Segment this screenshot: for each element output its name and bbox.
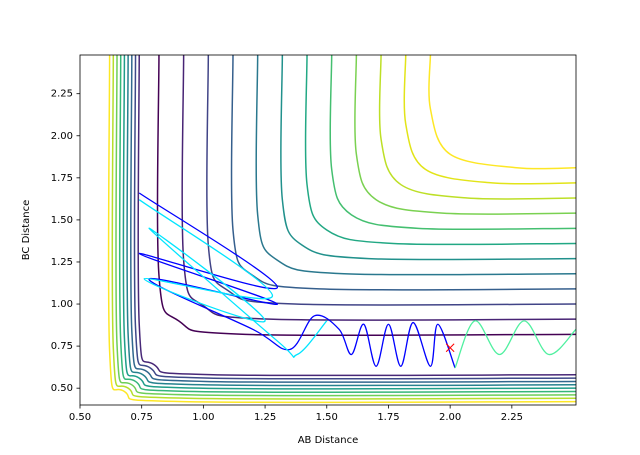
contour-line [304,55,576,246]
contour-line [354,55,576,215]
contour-line [280,55,576,261]
contour-line [255,55,576,276]
marker-cross [445,343,455,353]
x-tick-label: 2.00 [439,412,461,423]
y-tick-label: 1.00 [51,299,73,310]
x-tick-label: 1.50 [316,412,338,423]
y-tick-label: 1.75 [51,173,73,184]
contour-line [107,55,576,404]
contour-line [230,55,576,291]
y-tick-label: 1.50 [51,215,73,226]
contour-line [329,55,576,231]
contour-line [115,55,576,397]
contour-line [181,55,576,321]
contour-line [118,55,576,394]
axes-frame [79,54,577,406]
contour-line [129,55,576,383]
plot-area [107,55,576,404]
contour-line [206,55,576,306]
contour-line [428,55,576,170]
y-tick-label: 2.25 [51,89,73,100]
y-tick-label: 2.00 [51,131,73,142]
contour-line [403,55,576,185]
contour-line [126,55,576,387]
x-tick-label: 2.25 [501,412,523,423]
x-tick-label: 0.75 [131,412,153,423]
y-tick-label: 0.75 [51,341,73,352]
contour-line [133,55,576,380]
trajectory [454,320,576,369]
x-axis-label: AB Distance [298,435,359,446]
y-tick-label: 1.25 [51,257,73,268]
trajectory [138,192,456,369]
contour-line [156,55,576,337]
contour-line [137,55,576,377]
contour-line [122,55,576,390]
x-tick-label: 0.50 [69,412,91,423]
y-axis-label: BC Distance [21,200,32,261]
contour-line [378,55,576,200]
y-tick-label: 0.50 [51,383,73,394]
x-tick-label: 1.75 [377,412,399,423]
x-tick-label: 1.25 [254,412,276,423]
trajectory [138,199,328,358]
marker [445,343,455,353]
contour-line [111,55,576,400]
x-tick-label: 1.00 [192,412,214,423]
